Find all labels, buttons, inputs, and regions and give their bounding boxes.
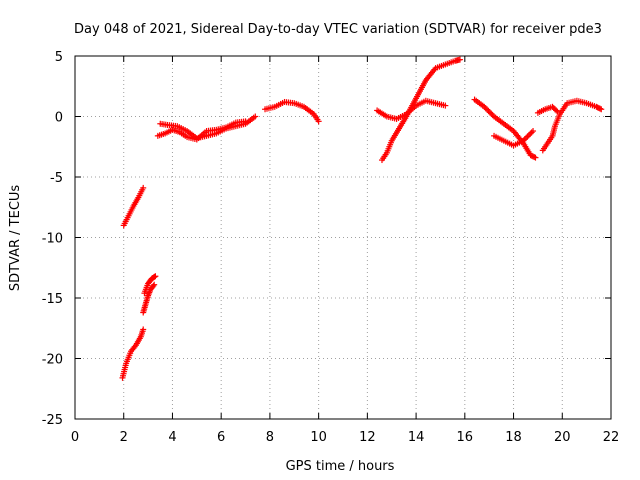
- x-tick-label: 16: [457, 430, 474, 445]
- data-point: [152, 273, 159, 280]
- data-point: [481, 103, 488, 110]
- data-point: [150, 282, 157, 289]
- data-points: [119, 56, 605, 381]
- data-point: [252, 113, 259, 120]
- x-tick-label: 22: [603, 430, 620, 445]
- data-point: [485, 107, 492, 114]
- y-tick-label: -5: [50, 171, 63, 186]
- series-arc-11: [491, 128, 537, 149]
- data-point: [486, 109, 493, 116]
- y-tick-label: -20: [42, 353, 63, 368]
- x-tick-label: 10: [310, 430, 327, 445]
- data-point: [524, 133, 531, 140]
- series-arc-13: [534, 103, 561, 116]
- series-arc-1: [120, 184, 147, 229]
- x-tick-label: 2: [120, 430, 128, 445]
- data-point: [528, 129, 535, 136]
- x-tick-label: 12: [359, 430, 376, 445]
- series-arc-4: [141, 273, 159, 297]
- grid: [75, 56, 611, 419]
- y-axis-label: SDTVAR / TECUs: [8, 185, 23, 292]
- axis-ticks: 0 2 4 6 8 10 12 14 16 18 20 22 5 0 -5 -10 -15 -20 -25: [42, 50, 620, 445]
- y-tick-label: 5: [55, 50, 63, 65]
- data-point: [527, 130, 534, 137]
- data-point: [151, 273, 158, 280]
- x-tick-label: 8: [266, 430, 274, 445]
- series-arc-6: [154, 118, 249, 143]
- data-point: [140, 326, 147, 333]
- x-tick-label: 6: [217, 430, 225, 445]
- chart-title: Day 048 of 2021, Sidereal Day-to-day VTE…: [74, 22, 602, 37]
- x-tick-label: 0: [71, 430, 79, 445]
- data-point: [488, 110, 495, 117]
- data-point: [242, 118, 249, 125]
- data-point: [315, 118, 322, 125]
- data-point: [530, 128, 537, 135]
- data-point: [525, 132, 532, 139]
- data-point: [532, 154, 539, 161]
- x-tick-label: 18: [505, 430, 522, 445]
- y-tick-label: -15: [42, 292, 63, 307]
- data-point: [597, 105, 604, 112]
- series-arc-2: [119, 326, 147, 381]
- series-arc-8: [378, 56, 463, 164]
- data-point: [140, 184, 147, 191]
- data-point: [151, 281, 158, 288]
- data-point: [484, 106, 491, 113]
- y-tick-label: 0: [55, 111, 63, 126]
- data-point: [520, 137, 527, 144]
- x-axis-label: GPS time / hours: [286, 459, 395, 474]
- data-point: [523, 134, 530, 141]
- data-point: [456, 56, 463, 63]
- data-point: [598, 106, 605, 113]
- data-point: [442, 102, 449, 109]
- series-arc-10: [471, 96, 539, 161]
- series-arc-12: [539, 97, 605, 154]
- data-point: [489, 112, 496, 119]
- series-arc-3: [140, 281, 158, 316]
- data-point: [482, 105, 489, 112]
- series-arc-9: [374, 97, 449, 122]
- x-tick-label: 20: [554, 430, 571, 445]
- series-arc-7: [262, 98, 322, 125]
- data-point: [553, 107, 560, 114]
- data-point: [554, 108, 561, 115]
- x-tick-label: 4: [168, 430, 176, 445]
- x-tick-label: 14: [408, 430, 425, 445]
- y-tick-label: -25: [42, 413, 63, 428]
- data-point: [521, 136, 528, 143]
- y-tick-label: -10: [42, 232, 63, 247]
- data-point: [531, 154, 538, 161]
